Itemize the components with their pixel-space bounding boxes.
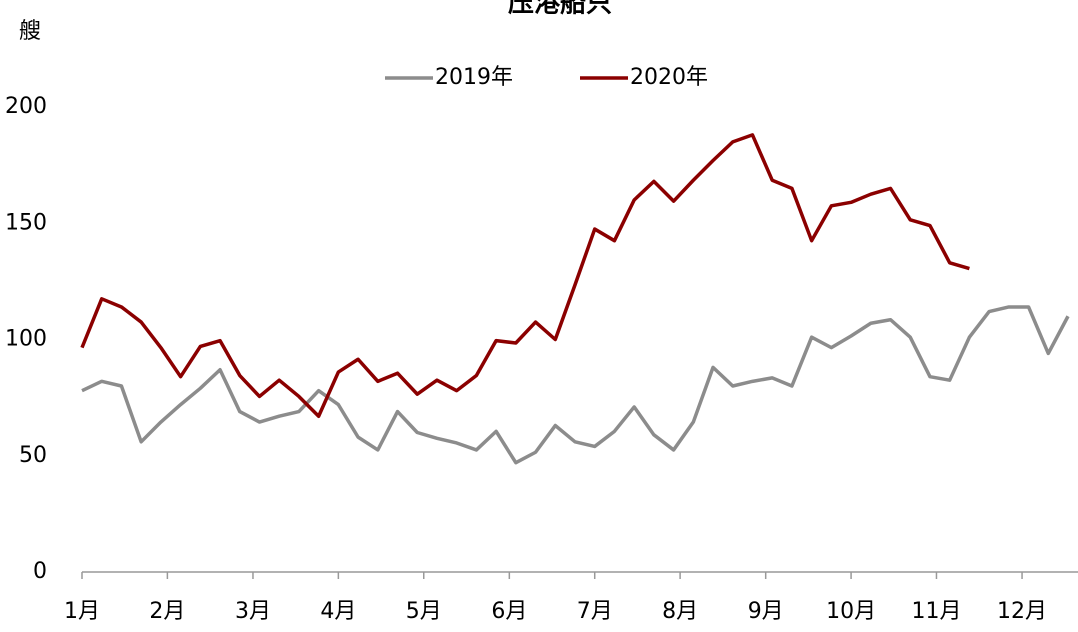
x-tick-label: 10月: [826, 599, 876, 624]
y-tick-label: 0: [33, 559, 47, 584]
x-tick-label: 3月: [235, 599, 271, 624]
x-tick-label: 8月: [662, 599, 698, 624]
y-axis-label: 艘: [19, 19, 41, 44]
x-tick-label: 11月: [911, 599, 961, 624]
x-tick-label: 1月: [64, 599, 100, 624]
x-tick-label: 6月: [491, 599, 527, 624]
y-tick-label: 100: [5, 327, 47, 352]
x-tick-label: 9月: [748, 599, 784, 624]
y-tick-label: 50: [19, 443, 47, 468]
x-tick-label: 12月: [997, 599, 1047, 624]
series-line: [81, 305, 1070, 465]
x-tick-label: 2月: [149, 599, 185, 624]
legend-label: 2019年: [435, 65, 513, 90]
chart-title: 压港船只: [508, 0, 612, 19]
y-tick-label: 150: [5, 210, 47, 235]
x-tick-label: 7月: [577, 599, 613, 624]
x-tick-label: 5月: [406, 599, 442, 624]
series-line: [80, 133, 970, 418]
x-tick-label: 4月: [320, 599, 356, 624]
y-tick-label: 200: [5, 94, 47, 119]
legend-label: 2020年: [630, 65, 708, 90]
